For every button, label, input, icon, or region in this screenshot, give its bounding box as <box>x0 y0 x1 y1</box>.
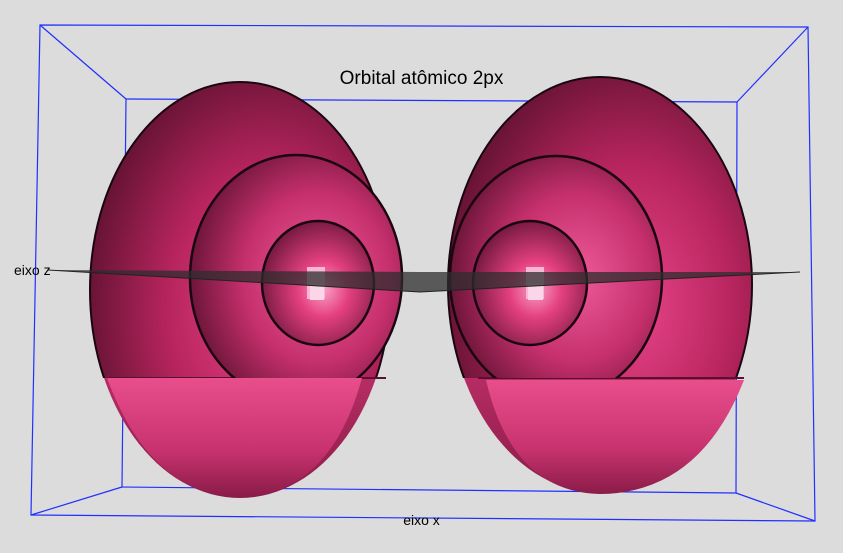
x-axis-label: eixo x <box>403 512 440 528</box>
z-axis-label: eixo z <box>14 262 51 278</box>
bounding-box-front <box>30 24 816 522</box>
chart-title: Orbital atômico 2px <box>339 68 504 89</box>
cut-faces <box>107 378 744 497</box>
nodal-plane <box>47 269 801 293</box>
